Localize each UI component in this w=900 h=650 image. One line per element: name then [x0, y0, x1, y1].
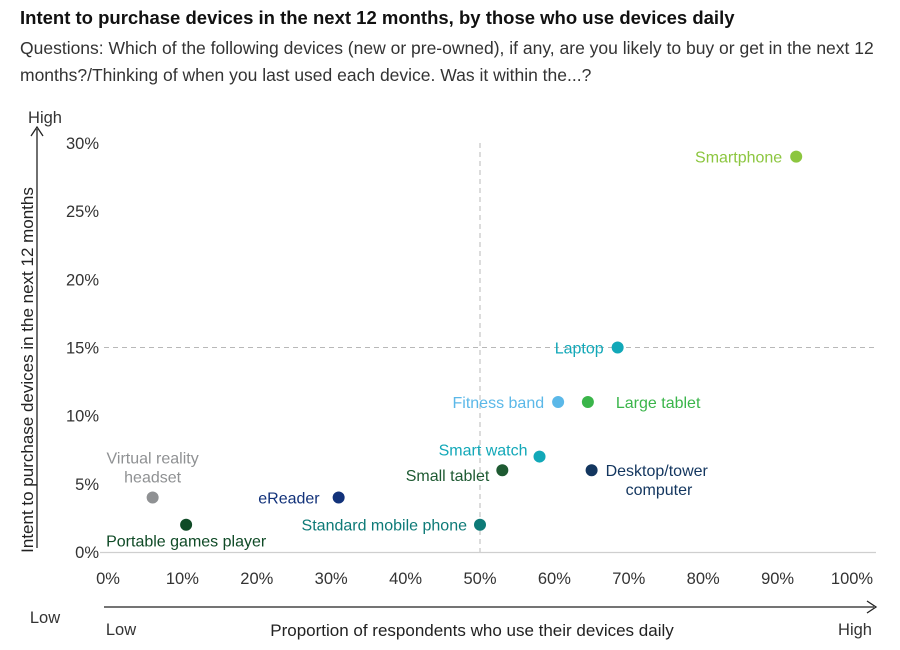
y-axis-low-label: Low: [30, 609, 60, 627]
y-axis-high-label: High: [28, 109, 62, 127]
x-tick-label: 20%: [240, 570, 273, 588]
x-tick-label: 40%: [389, 570, 422, 588]
y-tick-label: 10%: [66, 408, 99, 426]
point-label: Standard mobile phone: [302, 518, 468, 535]
y-tick-label: 15%: [66, 340, 99, 358]
data-point-laptop: [611, 341, 624, 354]
y-tick-label: 30%: [66, 135, 99, 153]
x-axis-low-label: Low: [106, 621, 136, 639]
data-point-fitness-band: [552, 396, 565, 409]
reference-lines: [104, 143, 876, 552]
point-label: Virtual reality headset: [107, 450, 199, 486]
data-point-smartphone: [790, 150, 803, 163]
point-labels: Smartphone Laptop Fitness band Large tablet…: [106, 150, 782, 551]
point-label: eReader: [258, 490, 320, 507]
x-axis-high-label: High: [838, 621, 872, 639]
x-tick-label: 100%: [831, 570, 874, 588]
x-tick-label: 60%: [538, 570, 571, 588]
x-tick-label: 10%: [166, 570, 199, 588]
x-tick-label: 80%: [687, 570, 720, 588]
y-tick-label: 0%: [75, 544, 99, 562]
point-label: Portable games player: [106, 534, 267, 551]
point-label: Smartphone: [695, 150, 782, 167]
chart-subtitle: Questions: Which of the following device…: [20, 38, 874, 85]
y-axis-arrow-head-icon: [30, 125, 44, 137]
tick-labels: 0% 5% 10% 15% 20% 25% 30% 0% 10% 20% 30% 40% 50% 60% 7…: [66, 135, 873, 588]
point-label: Laptop: [555, 341, 604, 358]
data-point-small-tablet: [496, 464, 509, 477]
x-axis-title: Proportion of respondents who use their …: [270, 621, 674, 640]
data-point-standard-mobile-phone: [474, 518, 486, 531]
x-tick-label: 50%: [463, 570, 496, 588]
y-axis-title: Intent to purchase devices in the next 1…: [18, 187, 37, 553]
data-point-ereader: [332, 491, 345, 504]
axis-text: Intent to purchase devices in the next 1…: [18, 109, 872, 640]
data-point-portable-games-player: [180, 518, 193, 531]
y-tick-label: 20%: [66, 271, 99, 289]
data-point-desktop-tower-computer: [585, 464, 598, 477]
y-tick-label: 5%: [75, 476, 99, 494]
x-axis-arrow-head-icon: [866, 600, 878, 614]
point-label: Fitness band: [453, 395, 545, 412]
data-point-large-tablet: [581, 396, 594, 409]
point-label: Small tablet: [406, 468, 490, 485]
data-point-smart-watch: [533, 450, 546, 463]
point-label: Smart watch: [439, 443, 528, 460]
point-label: Desktop/tower computer: [606, 463, 709, 499]
x-tick-label: 0%: [96, 570, 120, 588]
data-point-virtual-reality-headset: [146, 491, 159, 504]
chart-title: Intent to purchase devices in the next 1…: [20, 7, 735, 28]
x-tick-label: 90%: [761, 570, 794, 588]
data-points: [146, 150, 803, 531]
x-tick-label: 30%: [315, 570, 348, 588]
y-tick-label: 25%: [66, 203, 99, 221]
point-label: Large tablet: [616, 395, 701, 412]
x-tick-label: 70%: [612, 570, 645, 588]
axes: [30, 125, 878, 614]
